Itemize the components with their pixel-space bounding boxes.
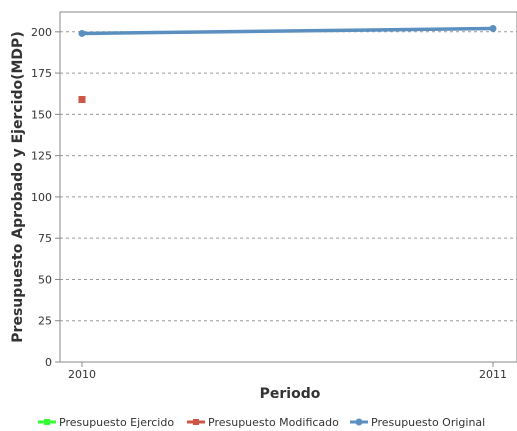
x-axis: 2010 2011 xyxy=(68,362,507,381)
y-tick-label: 50 xyxy=(38,273,52,286)
y-axis-title: Presupuesto Aprobado y Ejercido(MDP) xyxy=(10,31,26,342)
y-tick-label: 150 xyxy=(31,108,52,121)
legend-label: Presupuesto Ejercido xyxy=(59,416,174,429)
y-tick-label: 200 xyxy=(31,26,52,39)
plot-area xyxy=(59,11,517,363)
legend-label: Presupuesto Original xyxy=(371,416,485,429)
legend-swatch-marker xyxy=(44,419,50,425)
y-tick-label: 0 xyxy=(45,356,52,369)
data-point xyxy=(489,25,497,33)
y-tick-label: 175 xyxy=(31,67,52,80)
legend-item: Presupuesto Original xyxy=(350,416,485,429)
series-line xyxy=(81,26,494,36)
x-tick-label: 2010 xyxy=(68,368,96,381)
data-point xyxy=(78,96,86,103)
grid-lines xyxy=(60,31,517,322)
series-layer xyxy=(78,25,497,103)
legend-label: Presupuesto Modificado xyxy=(208,416,339,429)
legend: Presupuesto Ejercido Presupuesto Modifica… xyxy=(38,416,485,429)
y-tick-label: 75 xyxy=(38,232,52,245)
y-tick-label: 25 xyxy=(38,315,52,328)
x-tick-label: 2011 xyxy=(479,368,507,381)
legend-item: Presupuesto Modificado xyxy=(187,416,339,429)
x-axis-title: Periodo xyxy=(260,386,321,402)
legend-item: Presupuesto Ejercido xyxy=(38,416,174,429)
y-tick-label: 100 xyxy=(31,191,52,204)
legend-swatch-marker xyxy=(193,419,199,425)
y-axis: 0 25 50 75 100 125 150 175 200 xyxy=(31,26,60,369)
y-tick-label: 125 xyxy=(31,150,52,163)
legend-swatch-marker xyxy=(355,418,363,426)
data-point xyxy=(78,29,86,37)
